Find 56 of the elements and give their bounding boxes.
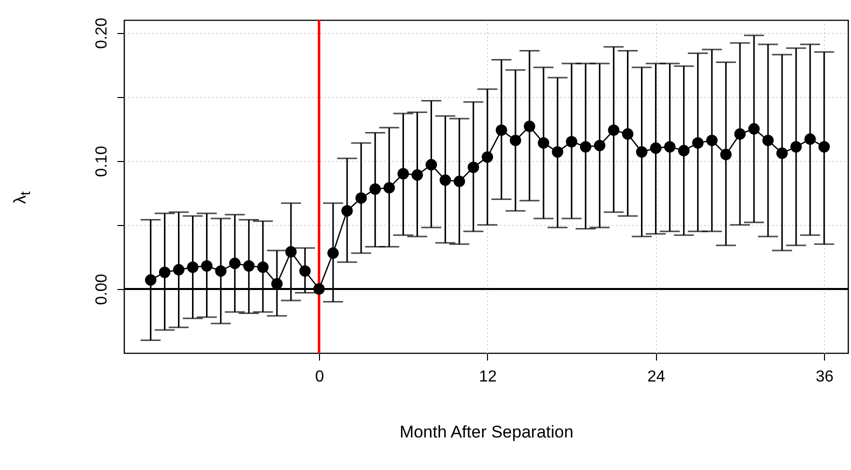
x-tick-label: 36: [816, 368, 834, 386]
point: [496, 124, 508, 136]
point: [664, 141, 676, 152]
point: [215, 265, 227, 277]
point: [341, 205, 353, 217]
y-tick-label: 0.00: [94, 274, 110, 306]
x-tick-label: 24: [647, 368, 666, 386]
point: [622, 128, 634, 140]
point: [678, 144, 690, 156]
point: [650, 142, 662, 154]
point: [468, 162, 480, 173]
point: [510, 134, 522, 146]
point: [285, 246, 297, 258]
point: [748, 123, 760, 135]
point: [524, 120, 536, 132]
point: [762, 134, 774, 146]
point: [398, 168, 409, 180]
point: [706, 134, 718, 146]
y-tick-label: 0.10: [94, 146, 110, 177]
point: [720, 148, 732, 160]
point: [790, 141, 802, 152]
point: [454, 176, 466, 188]
point: [636, 146, 648, 158]
point: [804, 133, 816, 145]
point: [355, 192, 367, 204]
point: [566, 136, 578, 148]
point: [776, 148, 788, 159]
point: [257, 262, 269, 273]
point: [144, 274, 156, 286]
point: [313, 283, 325, 295]
x-axis-title: Month After Separation: [400, 422, 574, 442]
x-tick-label: 0: [315, 368, 324, 386]
point: [580, 141, 592, 152]
point: [173, 264, 184, 276]
point: [608, 124, 620, 136]
point: [229, 258, 241, 270]
y-tick-label: 0.20: [94, 18, 110, 49]
point: [734, 128, 746, 140]
point: [818, 141, 830, 152]
point: [412, 169, 423, 181]
point: [692, 137, 704, 149]
point: [243, 260, 255, 272]
point: [482, 151, 494, 163]
point: [426, 159, 437, 170]
point: [440, 174, 452, 186]
point: [552, 146, 564, 158]
point: [594, 140, 606, 152]
x-tick-label: 12: [479, 368, 497, 386]
point: [299, 265, 311, 277]
point: [187, 262, 198, 273]
point: [327, 247, 339, 259]
point: [369, 183, 381, 195]
point: [538, 137, 550, 149]
point: [383, 182, 395, 194]
point: [201, 260, 212, 272]
point: [158, 266, 170, 278]
